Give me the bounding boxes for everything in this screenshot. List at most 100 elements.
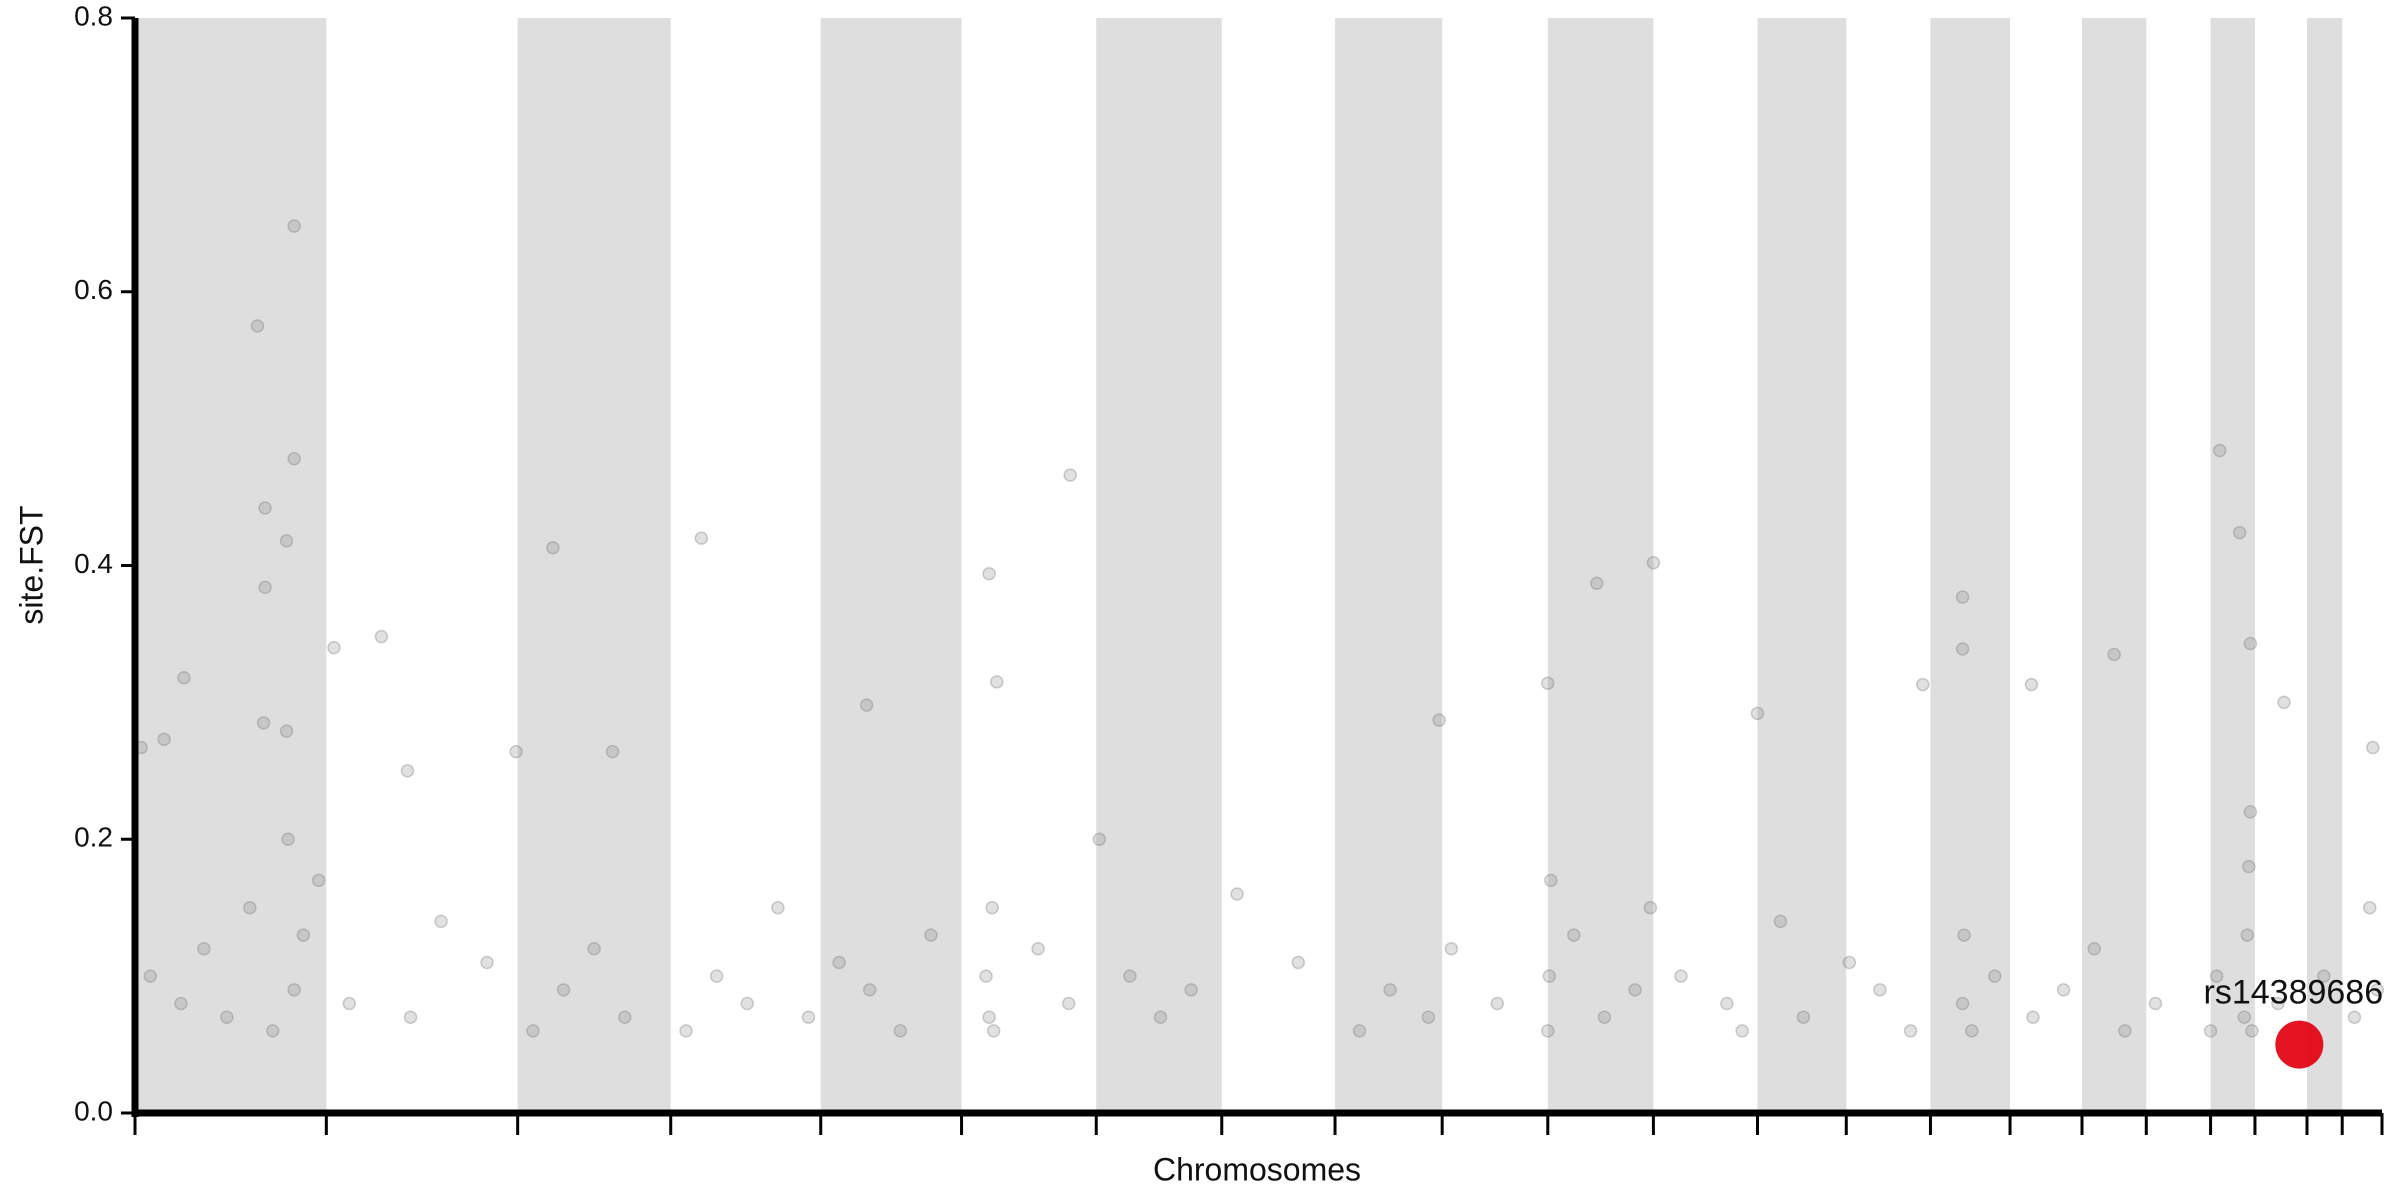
- point: [1230, 887, 1244, 901]
- point: [1063, 468, 1077, 482]
- point: [859, 698, 874, 712]
- point: [2107, 647, 2121, 662]
- highlight-point: [2275, 1020, 2324, 1069]
- point: [2213, 443, 2227, 458]
- point: [1541, 1024, 1555, 1038]
- point: [1750, 706, 1765, 721]
- point: [2232, 525, 2247, 540]
- point: [1916, 677, 1930, 692]
- point: [2317, 969, 2331, 983]
- chromosome-band: [2306, 18, 2343, 1113]
- point: [143, 969, 158, 983]
- point: [1061, 996, 1076, 1011]
- point: [403, 1010, 418, 1024]
- point: [605, 744, 620, 759]
- point: [197, 942, 211, 956]
- chromosome-band: [135, 18, 327, 1113]
- point: [281, 832, 295, 846]
- point: [342, 996, 357, 1011]
- point: [862, 983, 877, 997]
- y-tick-label: 0.0: [74, 1095, 113, 1126]
- point: [1383, 983, 1397, 997]
- y-tick-label: 0.6: [74, 274, 113, 305]
- y-tick-label: 0.8: [74, 0, 113, 31]
- point: [2118, 1024, 2132, 1038]
- point: [985, 900, 999, 915]
- y-axis-label: site.FST: [13, 505, 49, 624]
- point: [1291, 955, 1306, 970]
- point: [1957, 928, 1971, 942]
- point: [1955, 590, 1970, 604]
- chromosome-band: [2210, 18, 2255, 1113]
- point: [1597, 1010, 1612, 1024]
- x-axis-label: Chromosomes: [1153, 1151, 1361, 1187]
- point: [434, 914, 448, 929]
- point: [709, 969, 724, 983]
- chromosome-band: [1757, 18, 1847, 1113]
- point: [1352, 1024, 1367, 1038]
- point: [266, 1024, 280, 1038]
- point: [801, 1010, 816, 1024]
- point: [1903, 1024, 1918, 1038]
- point: [986, 1024, 1001, 1038]
- point: [174, 996, 188, 1011]
- point: [1444, 942, 1459, 956]
- point: [893, 1024, 908, 1038]
- axes: 0.0 0.2 0.4 0.6 0.8: [74, 0, 2384, 1135]
- chromosome-band: [820, 18, 962, 1113]
- point: [2240, 928, 2255, 942]
- point: [1541, 676, 1555, 690]
- point: [2024, 677, 2039, 692]
- point: [740, 996, 755, 1011]
- point: [1092, 832, 1107, 846]
- point: [311, 873, 326, 888]
- point: [258, 580, 272, 595]
- point: [2271, 996, 2285, 1011]
- point: [2026, 1010, 2040, 1024]
- point: [1987, 969, 2002, 983]
- point: [1123, 969, 1137, 983]
- point: [1153, 1010, 1168, 1024]
- point: [1421, 1010, 1436, 1024]
- point: [279, 724, 294, 738]
- point: [1796, 1010, 1811, 1024]
- point: [982, 1010, 996, 1024]
- point: [327, 640, 341, 655]
- point: [1490, 996, 1505, 1011]
- chromosome-band: [1096, 18, 1222, 1113]
- point: [287, 451, 301, 466]
- point: [2370, 983, 2385, 997]
- point: [400, 764, 415, 778]
- point: [982, 566, 996, 581]
- point: [587, 942, 601, 956]
- chromosome-band: [517, 18, 671, 1113]
- point: [287, 219, 301, 233]
- point: [2243, 805, 2258, 819]
- point: [2203, 1024, 2218, 1038]
- point: [2087, 942, 2101, 956]
- point: [546, 540, 560, 555]
- point: [2237, 1010, 2251, 1024]
- point: [2347, 1010, 2362, 1024]
- point: [1628, 983, 1642, 997]
- point: [1567, 928, 1581, 942]
- point: [990, 675, 1004, 689]
- point: [2366, 740, 2380, 755]
- point: [1955, 642, 1970, 656]
- chromosome-band: [1547, 18, 1654, 1113]
- y-tick-label: 0.4: [74, 548, 113, 579]
- point: [258, 501, 272, 515]
- point: [1544, 873, 1558, 888]
- point: [279, 534, 294, 548]
- point: [480, 955, 494, 970]
- point: [2363, 900, 2377, 915]
- point: [256, 716, 271, 730]
- point: [1031, 942, 1045, 956]
- point: [2148, 996, 2163, 1011]
- point: [1432, 713, 1446, 727]
- chromosome-bands: [135, 18, 2343, 1113]
- point: [832, 955, 846, 970]
- point: [1542, 969, 1557, 983]
- point: [1735, 1024, 1749, 1038]
